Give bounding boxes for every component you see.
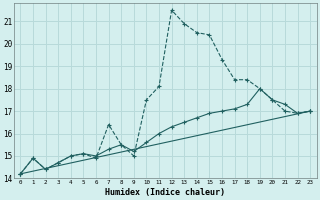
- X-axis label: Humidex (Indice chaleur): Humidex (Indice chaleur): [105, 188, 225, 197]
